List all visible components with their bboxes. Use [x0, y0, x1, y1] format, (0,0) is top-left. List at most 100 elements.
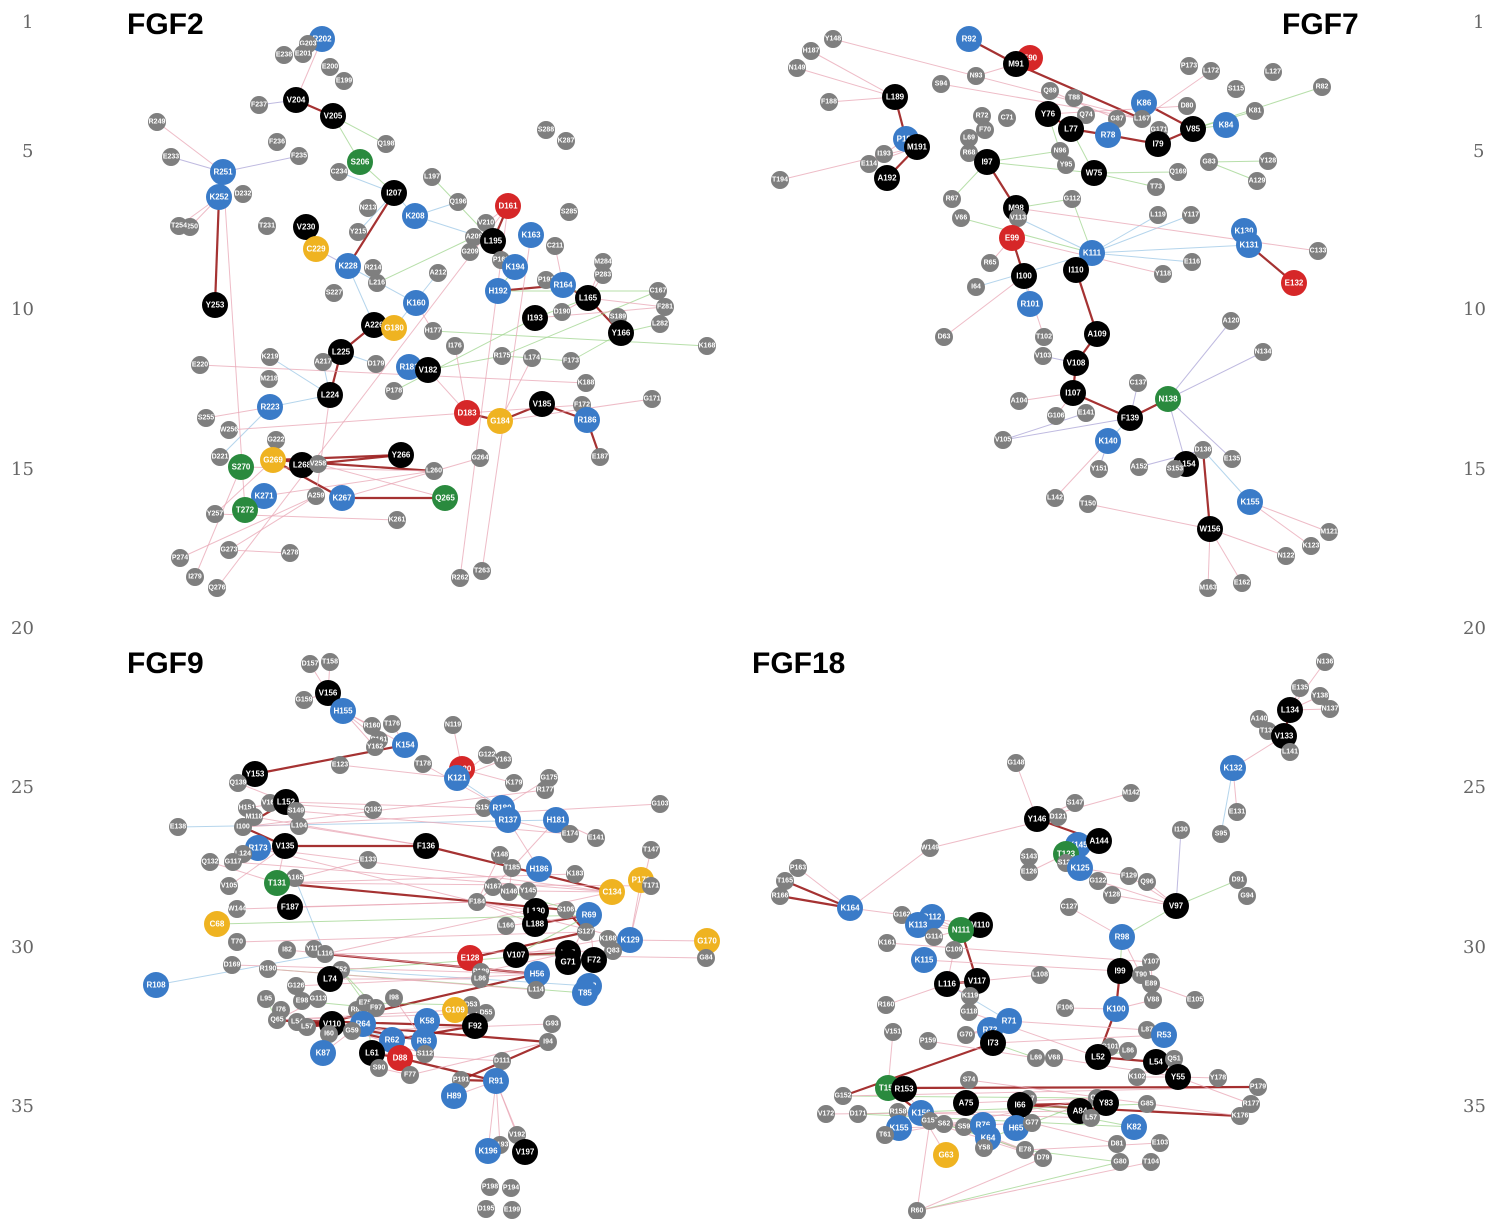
residue-node: K228: [335, 253, 361, 279]
residue-node: G94: [1238, 887, 1256, 905]
residue-node-circle: [303, 236, 329, 262]
residue-node-circle: [1120, 867, 1138, 885]
residue-node: G112: [1063, 190, 1081, 208]
residue-node-circle: [1009, 209, 1027, 227]
line-number: 5: [22, 141, 33, 162]
residue-node-circle: [543, 1015, 561, 1033]
residue-node-circle: [268, 133, 286, 151]
residue-node: E174: [561, 825, 579, 843]
network-edge: [1091, 244, 1250, 254]
residue-node: N111: [948, 917, 974, 943]
line-number: 15: [11, 459, 34, 480]
residue-node-circle: [905, 912, 931, 938]
residue-node-circle: [608, 320, 634, 346]
network-edge: [1024, 1142, 1161, 1151]
residue-node-circle: [546, 237, 564, 255]
residue-node-circle: [320, 103, 346, 129]
residue-node-circle: [604, 942, 622, 960]
residue-node: I98: [385, 989, 403, 1007]
residue-node: Y58: [975, 1139, 993, 1157]
residue-node-circle: [330, 698, 356, 724]
residue-node: W144: [228, 900, 246, 918]
residue-node: E123: [331, 756, 349, 774]
residue-node: R153: [891, 1076, 917, 1102]
residue-node: G209: [461, 243, 479, 261]
residue-node-circle: [1229, 871, 1247, 889]
residue-node: E132: [1281, 270, 1307, 296]
residue-node-circle: [1045, 1049, 1063, 1067]
residue-node: S106: [557, 901, 575, 919]
residue-node: I73: [980, 1030, 1006, 1056]
line-number: 35: [11, 1096, 34, 1117]
residue-node: E220: [191, 356, 209, 374]
residue-node-circle: [1103, 886, 1121, 904]
residue-node-circle: [1155, 386, 1181, 412]
residue-node-circle: [1119, 1042, 1137, 1060]
network-edge: [399, 1056, 497, 1083]
line-number: 35: [1463, 1096, 1486, 1117]
residue-node-circle: [994, 431, 1012, 449]
residue-node: K140: [1095, 428, 1121, 454]
residue-node: K188: [577, 374, 595, 392]
residue-node-circle: [1227, 80, 1245, 98]
residue-node-circle: [228, 454, 254, 480]
residue-node: N146: [500, 883, 518, 901]
residue-node: Y178: [1209, 1069, 1227, 1087]
residue-node: T231: [258, 217, 276, 235]
residue-node-circle: [169, 818, 187, 836]
residue-node: A259: [307, 487, 325, 505]
residue-node-circle: [536, 781, 554, 799]
residue-node-circle: [649, 282, 667, 300]
residue-node-circle: [956, 26, 982, 52]
residue-node: I100: [1011, 263, 1037, 289]
residue-node: Y151: [1090, 460, 1108, 478]
residue-node-circle: [882, 84, 908, 110]
network-edge: [1002, 417, 1131, 441]
residue-node: F281: [656, 298, 674, 316]
residue-node-circle: [1199, 579, 1217, 597]
residue-node-circle: [363, 717, 381, 735]
residue-node: K168: [698, 337, 716, 355]
residue-node-circle: [1020, 863, 1038, 881]
residue-node: L167: [1133, 110, 1151, 128]
residue-node: H186: [526, 856, 552, 882]
residue-node: K81: [1246, 102, 1264, 120]
network-edge: [992, 1034, 1165, 1044]
residue-node-circle: [202, 292, 228, 318]
residue-node: A129: [1248, 172, 1266, 190]
residue-node-circle: [1065, 89, 1083, 107]
residue-node: F173: [562, 352, 580, 370]
residue-node: E126: [1020, 863, 1038, 881]
residue-node-circle: [935, 328, 953, 346]
residue-node: I207: [381, 180, 407, 206]
residue-node-circle: [385, 382, 403, 400]
residue-node: L188: [522, 911, 548, 937]
residue-node: R262: [451, 569, 469, 587]
residue-node-circle: [642, 841, 660, 859]
residue-node-circle: [484, 878, 502, 896]
residue-node: C211: [546, 237, 564, 255]
residue-node-circle: [317, 382, 343, 408]
residue-node: K267: [329, 485, 355, 511]
network-edge: [317, 463, 446, 499]
residue-node-circle: [1086, 828, 1112, 854]
network-edge: [376, 236, 475, 284]
residue-node: G264: [471, 449, 489, 467]
residue-node: E187: [591, 448, 609, 466]
residue-node-circle: [834, 1087, 852, 1105]
residue-node-circle: [272, 833, 298, 859]
residue-node-circle: [1060, 380, 1086, 406]
residue-node-circle: [1081, 160, 1107, 186]
residue-node: E162: [1233, 574, 1251, 592]
residue-node-circle: [429, 264, 447, 282]
residue-node-circle: [503, 942, 529, 968]
panel-title: FGF7: [1282, 8, 1359, 41]
line-number: 15: [1463, 459, 1486, 480]
residue-node-circle: [264, 870, 290, 896]
residue-node: D183: [454, 400, 480, 426]
residue-node-circle: [475, 799, 493, 817]
residue-node-circle: [162, 148, 180, 166]
residue-node: L104: [290, 817, 308, 835]
residue-node: L116: [934, 971, 960, 997]
